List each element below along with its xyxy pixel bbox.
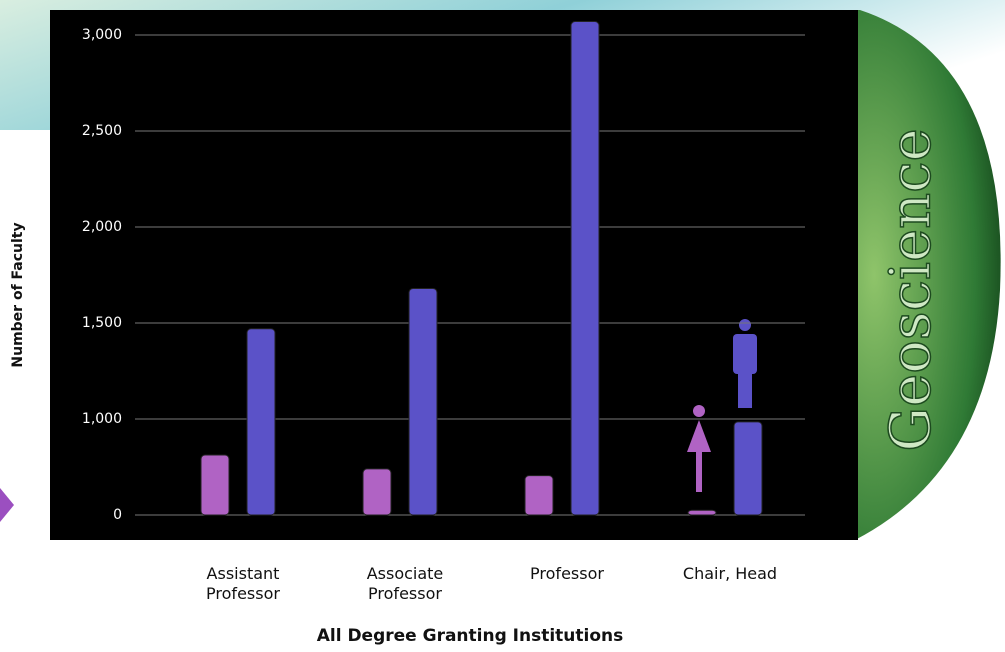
bar	[733, 421, 763, 516]
x-tick-label: Assistant Professor	[206, 564, 280, 603]
male-icon	[733, 319, 757, 408]
bar	[408, 287, 438, 516]
bar	[687, 509, 717, 516]
y-tick-label: 3,000	[82, 27, 122, 43]
y-tick-label: 1,000	[82, 411, 122, 427]
arrow-decor	[0, 488, 14, 522]
bar	[200, 454, 230, 516]
x-tick-label: Chair, Head	[682, 564, 778, 583]
geoscience-panel	[820, 10, 1001, 540]
y-tick-label: 2,000	[82, 219, 122, 235]
y-tick-label: 0	[113, 507, 122, 523]
female-icon	[687, 405, 711, 492]
geoscience-label: Geoscience	[879, 128, 944, 451]
y-axis-label: Number of Faculty	[10, 222, 26, 367]
x-tick-label: Associate Professor	[366, 564, 444, 603]
bar	[570, 21, 600, 516]
bar	[246, 328, 276, 516]
x-tick-label: Professor	[530, 564, 604, 583]
x-axis-label: All Degree Granting Institutions	[317, 626, 624, 646]
plot-area	[50, 10, 858, 540]
bar	[524, 475, 554, 516]
y-tick-label: 2,500	[82, 123, 122, 139]
y-tick-label: 1,500	[82, 315, 122, 331]
bar	[362, 468, 392, 516]
